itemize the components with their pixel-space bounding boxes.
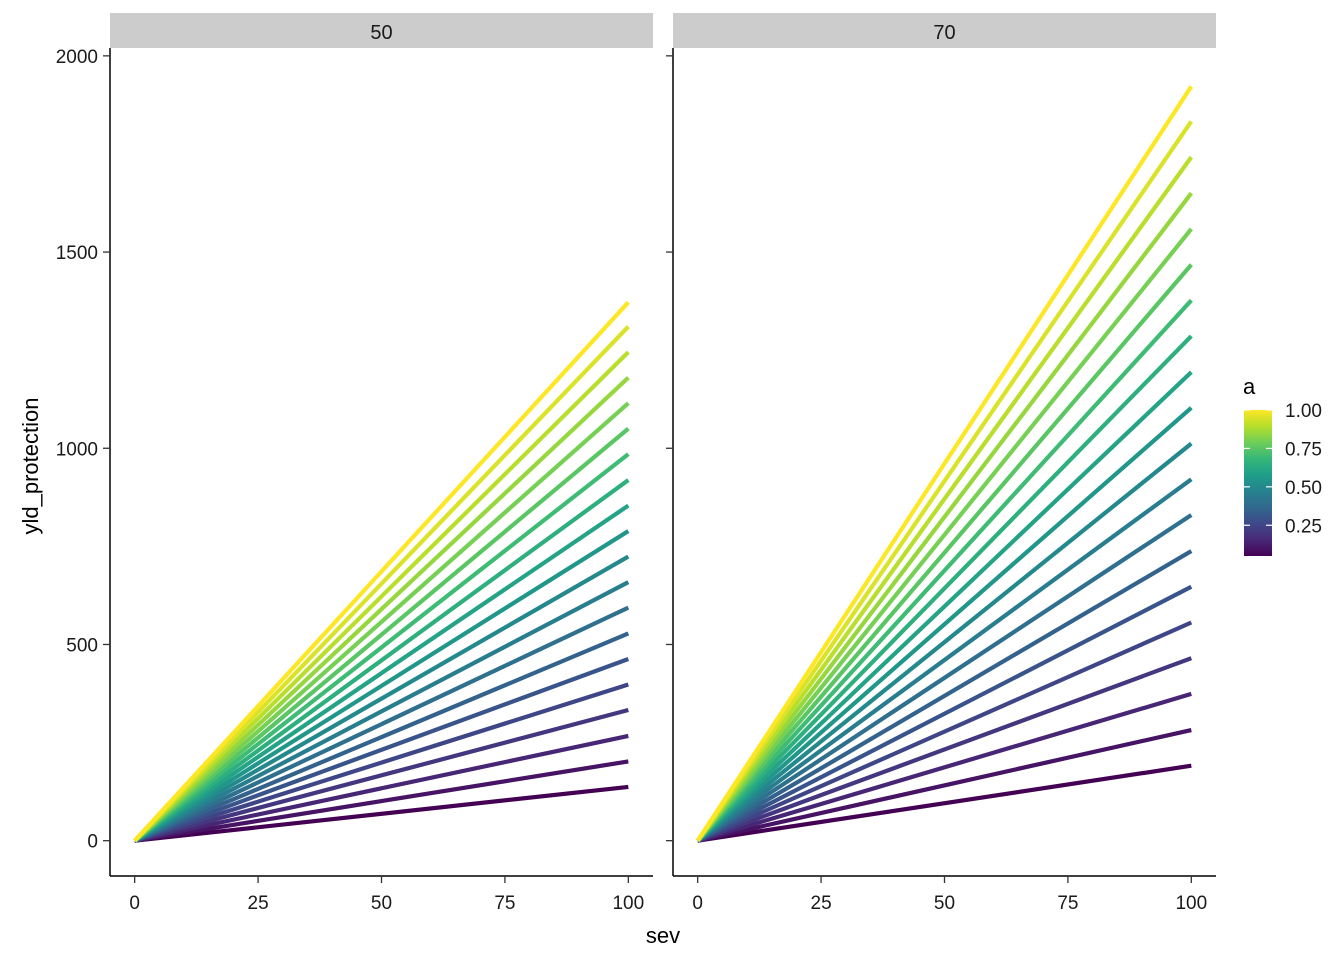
series-line-a-0.3 [696, 584, 1193, 843]
series-line-a-1 [695, 85, 1194, 842]
x-tick-label: 0 [129, 893, 140, 914]
legend-title: a [1243, 374, 1256, 399]
x-tick-label: 25 [811, 893, 832, 914]
series-line-a-0.85 [133, 376, 630, 843]
series-line-a-0.35 [696, 549, 1193, 843]
legend-label: 0.75 [1285, 439, 1322, 460]
legend-label: 0.25 [1285, 516, 1322, 537]
series-line-a-0.45 [696, 477, 1193, 843]
series-line-a-0.6 [133, 503, 630, 843]
series-line-a-0.65 [133, 478, 630, 843]
facet-strip-label: 70 [933, 22, 955, 44]
series-line-a-0.6 [696, 370, 1193, 843]
y-tick-label: 1500 [56, 243, 98, 264]
x-tick-label: 0 [692, 893, 703, 914]
legend-colorbar [1244, 410, 1272, 556]
series-line-a-0.35 [133, 631, 630, 843]
facet-strip-label: 50 [370, 22, 392, 44]
series-line-a-0.15 [697, 691, 1192, 843]
series-line-a-0.4 [696, 513, 1193, 843]
legend-label: 0.50 [1285, 478, 1322, 499]
series-line-a-0.65 [696, 334, 1193, 843]
series-line-a-0.55 [696, 406, 1193, 843]
series-line-a-0.85 [696, 191, 1193, 842]
series-line-a-0.55 [133, 529, 630, 843]
facet-panel-70: 70 0 25 50 75 100 [666, 13, 1216, 914]
series-line-a-0.45 [133, 580, 630, 843]
series-line-a-0.9 [695, 155, 1194, 842]
facet-strip [673, 13, 1216, 48]
series-line-a-0.75 [133, 427, 630, 843]
series-line-a-0.25 [134, 682, 629, 843]
series-line-a-0.7 [696, 298, 1193, 843]
series-lines [695, 85, 1194, 843]
series-line-a-0.7 [133, 452, 630, 843]
x-axis-title: sev [646, 923, 680, 948]
series-line-a-0.25 [696, 620, 1193, 843]
y-tick-label: 2000 [56, 47, 98, 68]
x-tick-label: 25 [248, 893, 269, 914]
series-line-a-0.9 [133, 350, 630, 843]
series-line-a-0.2 [134, 707, 629, 843]
series-line-a-0.4 [133, 605, 630, 843]
x-tick-label: 75 [494, 893, 515, 914]
series-line-a-0.8 [133, 401, 630, 843]
y-tick-label: 1000 [56, 439, 98, 460]
legend-label: 1.00 [1285, 401, 1322, 422]
y-tick-label: 0 [87, 832, 98, 853]
x-tick-label: 50 [371, 893, 392, 914]
series-line-a-0.3 [133, 657, 630, 843]
color-legend: a 0.25 0.50 0.75 1.00 [1243, 374, 1322, 556]
series-line-a-0.95 [695, 120, 1194, 842]
y-tick-label: 500 [66, 635, 98, 656]
series-line-a-1 [133, 300, 630, 843]
series-line-a-0.1 [134, 759, 629, 843]
x-tick-label: 75 [1057, 893, 1078, 914]
series-line-a-0.05 [697, 763, 1192, 843]
x-tick-label: 100 [1175, 893, 1207, 914]
legend-ticks: 0.25 0.50 0.75 1.00 [1244, 401, 1322, 537]
y-axis-title: yld_protection [18, 398, 43, 535]
x-tick-label: 100 [612, 893, 644, 914]
series-line-a-0.5 [133, 554, 630, 843]
series-line-a-0.5 [696, 441, 1193, 843]
series-line-a-0.95 [133, 325, 630, 843]
series-line-a-0.1 [697, 727, 1192, 843]
series-line-a-0.75 [696, 263, 1193, 843]
x-tick-label: 50 [934, 893, 955, 914]
series-lines [133, 300, 630, 843]
series-line-a-0.15 [134, 733, 629, 843]
facet-strip [110, 13, 653, 48]
series-line-a-0.2 [696, 656, 1193, 843]
series-line-a-0.8 [696, 227, 1193, 843]
series-line-a-0.05 [134, 784, 629, 843]
